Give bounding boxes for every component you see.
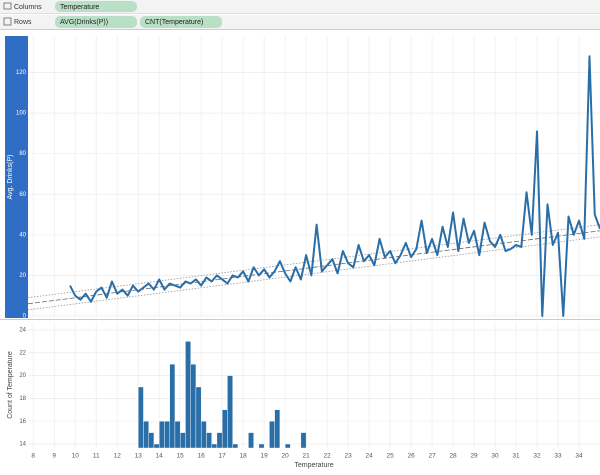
x-tick-label: 31 bbox=[512, 453, 520, 460]
bar bbox=[232, 443, 239, 449]
x-tick-label: 27 bbox=[428, 453, 436, 460]
bar bbox=[148, 432, 155, 449]
x-tick-label: 26 bbox=[407, 453, 415, 460]
x-tick-label: 10 bbox=[72, 453, 80, 460]
x-tick-label: 21 bbox=[303, 453, 311, 460]
x-tick-label: 9 bbox=[52, 453, 56, 460]
bar bbox=[258, 443, 265, 449]
bar bbox=[158, 421, 165, 449]
y-tick-label: 22 bbox=[19, 350, 26, 356]
bar bbox=[179, 432, 186, 449]
x-tick-label: 16 bbox=[198, 453, 206, 460]
bar bbox=[185, 341, 191, 449]
y-tick-label: 20 bbox=[19, 373, 26, 379]
pill[interactable] bbox=[55, 1, 137, 12]
x-tick-label: 8 bbox=[31, 453, 35, 460]
bar bbox=[216, 432, 223, 449]
pill[interactable] bbox=[140, 16, 222, 28]
bar bbox=[169, 363, 176, 449]
bar bbox=[164, 421, 170, 449]
y-tick-label: 60 bbox=[19, 192, 26, 198]
pill-text[interactable]: AVG(Drinks(P)) bbox=[60, 19, 108, 26]
rows-icon bbox=[3, 17, 12, 26]
y-tick-label: 20 bbox=[19, 273, 26, 279]
shelf-label: Columns bbox=[14, 4, 42, 11]
x-tick-label: 12 bbox=[114, 453, 122, 460]
x-tick-label: 25 bbox=[386, 453, 394, 460]
x-tick-label: 15 bbox=[177, 453, 185, 460]
x-axis-title: Temperature bbox=[294, 462, 333, 469]
y-tick-label: 14 bbox=[19, 442, 26, 448]
x-tick-label: 23 bbox=[344, 453, 352, 460]
x-tick-label: 18 bbox=[240, 453, 248, 460]
x-tick-label: 14 bbox=[156, 453, 164, 460]
y-tick-label: 16 bbox=[19, 419, 26, 425]
bar bbox=[190, 363, 197, 449]
bar bbox=[143, 421, 149, 449]
columns-shelf bbox=[0, 0, 600, 13]
y-tick-label: 120 bbox=[16, 70, 27, 76]
pill-text[interactable]: CNT(Temperature) bbox=[145, 19, 203, 26]
bar bbox=[174, 421, 181, 449]
pill-text[interactable]: Temperature bbox=[60, 4, 99, 11]
bar bbox=[221, 409, 228, 449]
bar bbox=[206, 432, 212, 449]
pill[interactable] bbox=[55, 16, 137, 28]
columns-icon bbox=[3, 2, 12, 10]
bar bbox=[211, 443, 218, 449]
x-tick-label: 30 bbox=[491, 453, 499, 460]
y-tick-label: 0 bbox=[23, 314, 27, 320]
x-tick-label: 20 bbox=[282, 453, 290, 460]
bar bbox=[284, 443, 291, 449]
x-tick-label: 13 bbox=[135, 453, 143, 460]
y-tick-label: 18 bbox=[19, 396, 26, 402]
bar bbox=[269, 421, 275, 449]
x-tick-label: 11 bbox=[93, 453, 100, 460]
x-tick-label: 34 bbox=[575, 453, 583, 460]
x-tick-label: 32 bbox=[533, 453, 541, 460]
x-tick-label: 29 bbox=[470, 453, 478, 460]
bar bbox=[195, 386, 202, 449]
x-tick-label: 24 bbox=[365, 453, 373, 460]
bar bbox=[200, 421, 207, 449]
bar bbox=[138, 386, 144, 449]
y-tick-label: 24 bbox=[19, 328, 26, 334]
y-axis-title: Avg. Drinks(P) bbox=[7, 155, 14, 200]
bar bbox=[300, 432, 307, 449]
x-tick-label: 17 bbox=[219, 453, 227, 460]
bar bbox=[153, 443, 160, 449]
bar bbox=[248, 432, 254, 449]
y-tick-label: 80 bbox=[19, 151, 26, 157]
axis-header-selected[interactable] bbox=[5, 36, 28, 318]
y-axis-title: Count of Temperature bbox=[7, 351, 14, 419]
y-tick-label: 100 bbox=[16, 111, 27, 117]
y-tick-label: 40 bbox=[19, 232, 26, 238]
bar bbox=[227, 375, 233, 449]
x-tick-label: 19 bbox=[261, 453, 269, 460]
bar bbox=[274, 409, 281, 449]
data-line bbox=[69, 55, 600, 317]
x-tick-label: 22 bbox=[324, 453, 332, 460]
shelf-label: Rows bbox=[14, 19, 32, 26]
x-tick-label: 28 bbox=[449, 453, 457, 460]
trend-line bbox=[27, 230, 600, 305]
trend-line bbox=[27, 224, 600, 299]
x-tick-label: 33 bbox=[554, 453, 562, 460]
